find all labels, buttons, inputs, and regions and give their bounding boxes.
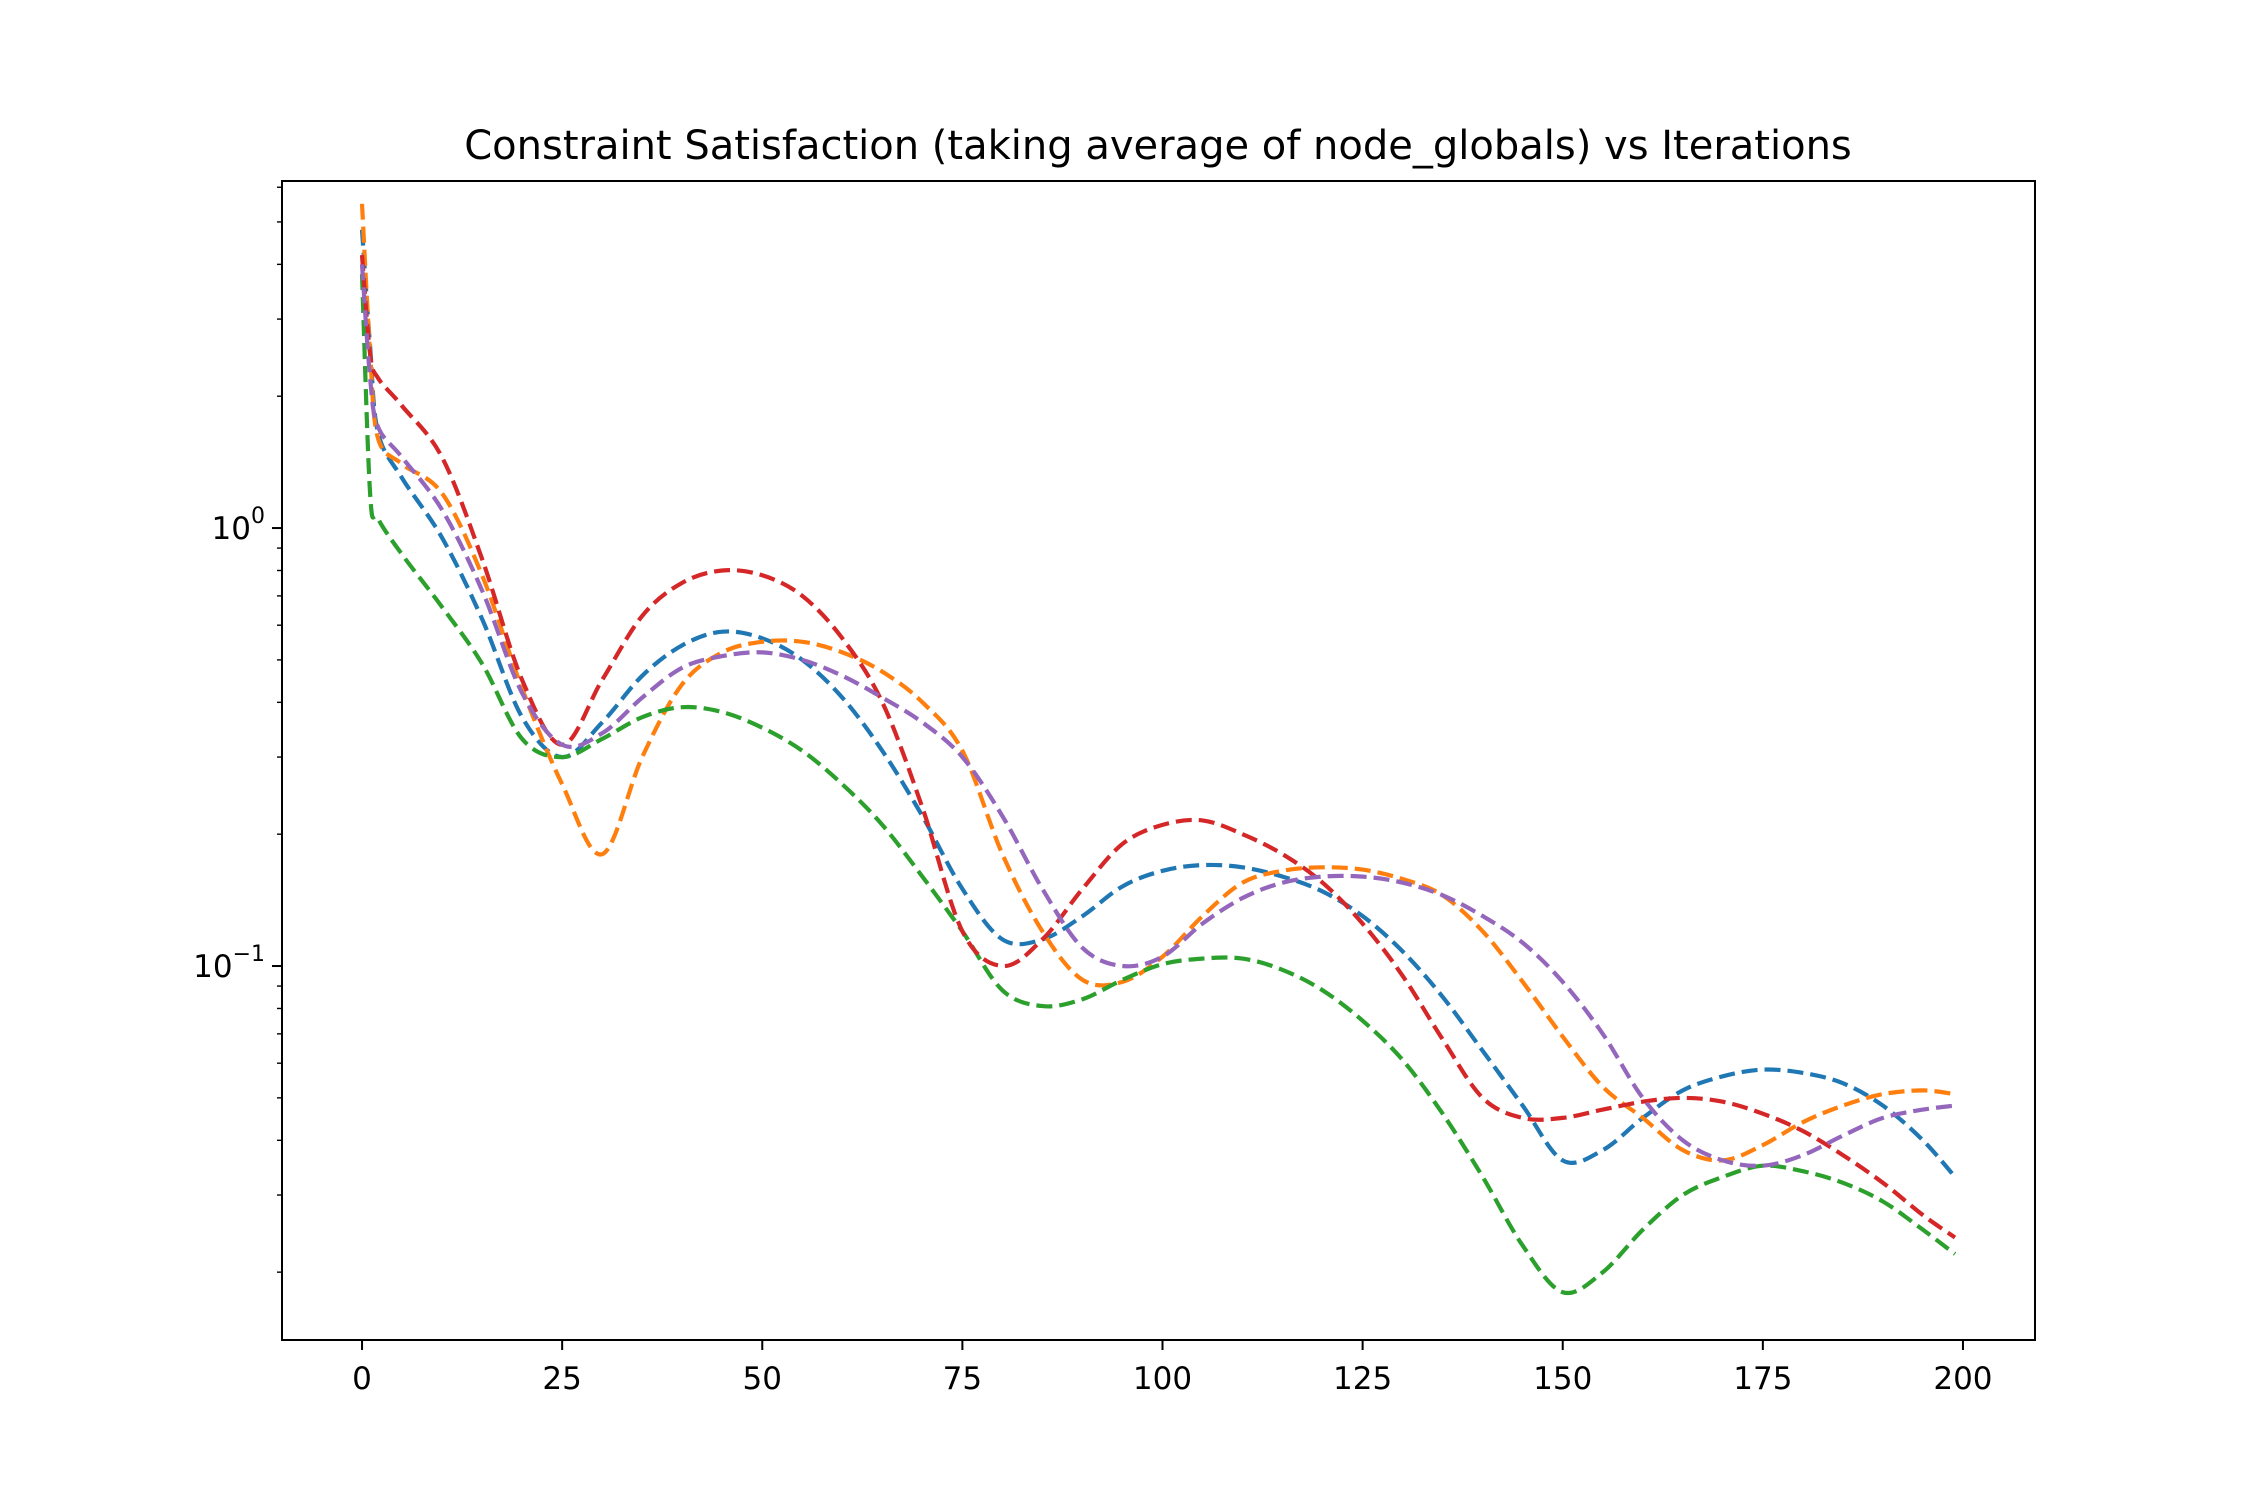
- plot-frame: [281, 180, 2036, 1341]
- series-line-4: [359, 254, 1957, 1240]
- series-line-2: [359, 203, 1956, 1163]
- series-line-3: [359, 274, 1957, 1296]
- x-tick-label: 0: [352, 1361, 372, 1397]
- x-tick-label: 75: [943, 1361, 982, 1397]
- y-tick-label: 10−1: [193, 942, 265, 985]
- x-tick-label: 50: [743, 1361, 782, 1397]
- chart-title: Constraint Satisfaction (taking average …: [464, 123, 1852, 169]
- x-tick-label: 150: [1533, 1361, 1592, 1397]
- x-tick-label: 200: [1933, 1361, 1992, 1397]
- x-tick-label: 100: [1133, 1361, 1192, 1397]
- x-tick-label: 175: [1733, 1361, 1792, 1397]
- axes: 0 25 50 75 100 125 150 175 200 100 10−1: [193, 180, 2036, 1397]
- series-line-5: [359, 264, 1956, 1169]
- x-tick-label: 25: [542, 1361, 581, 1397]
- series-line-1: [359, 229, 1957, 1179]
- series-layer: [359, 203, 1957, 1296]
- y-tick-label: 100: [212, 504, 265, 547]
- x-tick-label: 125: [1333, 1361, 1392, 1397]
